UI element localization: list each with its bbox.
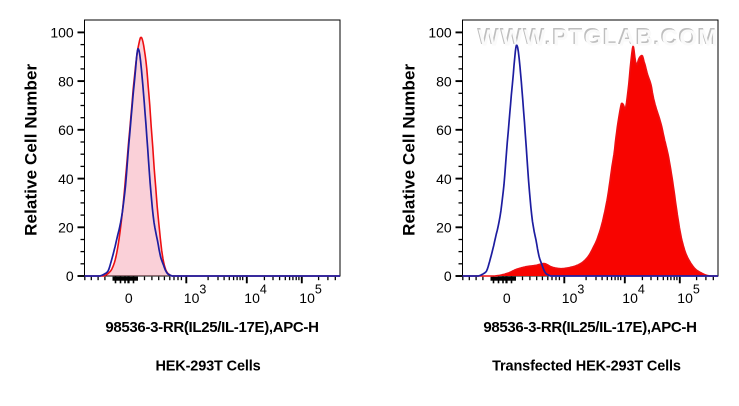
svg-text:Relative Cell Number: Relative Cell Number: [400, 63, 419, 235]
svg-text:100: 100: [50, 25, 74, 41]
svg-text:80: 80: [58, 73, 74, 89]
svg-text:WWW.PTGLAB.COM: WWW.PTGLAB.COM: [478, 25, 718, 51]
svg-text:98536-3-RR(IL25/IL-17E),APC-H: 98536-3-RR(IL25/IL-17E),APC-H: [483, 319, 696, 336]
svg-text:Transfected HEK-293T Cells: Transfected HEK-293T Cells: [492, 359, 681, 375]
svg-text:60: 60: [58, 122, 74, 138]
svg-text:HEK-293T Cells: HEK-293T Cells: [155, 359, 260, 375]
svg-text:40: 40: [436, 171, 452, 187]
svg-text:80: 80: [436, 73, 452, 89]
svg-text:0: 0: [444, 268, 452, 284]
svg-text:40: 40: [58, 171, 74, 187]
svg-text:0: 0: [503, 290, 511, 306]
svg-text:60: 60: [436, 122, 452, 138]
svg-text:20: 20: [58, 220, 74, 236]
svg-text:0: 0: [66, 268, 74, 284]
svg-text:20: 20: [436, 220, 452, 236]
svg-text:0: 0: [125, 290, 133, 306]
svg-text:100: 100: [428, 25, 452, 41]
svg-text:Relative Cell Number: Relative Cell Number: [22, 63, 41, 235]
svg-text:98536-3-RR(IL25/IL-17E),APC-H: 98536-3-RR(IL25/IL-17E),APC-H: [105, 319, 318, 336]
